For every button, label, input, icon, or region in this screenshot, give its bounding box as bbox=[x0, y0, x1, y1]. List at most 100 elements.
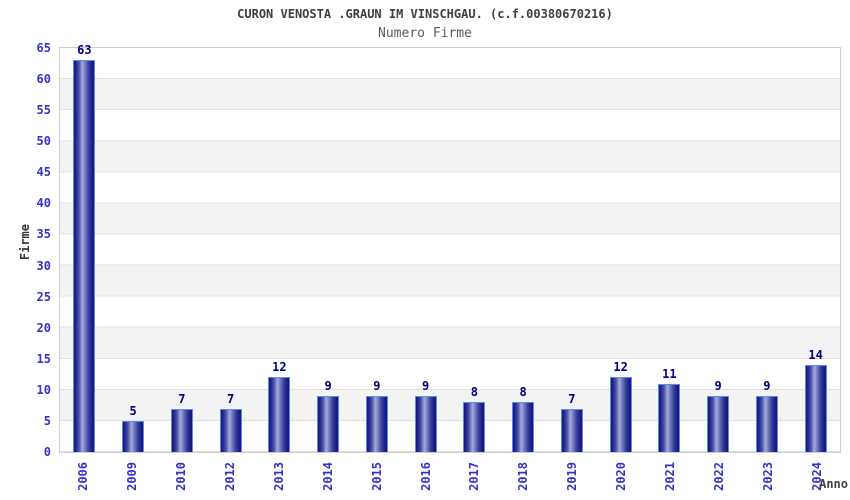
bar-slot: 9 bbox=[401, 48, 450, 452]
bar-slot: 5 bbox=[109, 48, 158, 452]
x-tick-slot: 2020 bbox=[597, 454, 646, 500]
bar bbox=[609, 377, 632, 452]
bar-slot: 63 bbox=[60, 44, 109, 452]
x-tick-slot: 2013 bbox=[255, 454, 304, 500]
chart-title: CURON VENOSTA .GRAUN IM VINSCHGAU. (c.f.… bbox=[237, 7, 613, 21]
bar-slot: 8 bbox=[499, 48, 548, 452]
y-tick-label: 15 bbox=[36, 351, 51, 366]
y-tick-label: 30 bbox=[36, 258, 51, 273]
bar-slot: 11 bbox=[645, 48, 694, 452]
bar bbox=[463, 402, 486, 452]
bar bbox=[122, 420, 145, 452]
x-tick-label: 2022 bbox=[711, 462, 726, 491]
bar bbox=[414, 396, 437, 452]
y-tick-label: 0 bbox=[43, 445, 51, 459]
bar-slot: 7 bbox=[158, 48, 207, 452]
y-tick-label: 25 bbox=[36, 289, 51, 304]
y-axis-tick-labels: 0 5 10 15 20 25 30 35 40 45 50 55 60 65 bbox=[0, 41, 51, 459]
x-tick-label: 2006 bbox=[76, 462, 91, 491]
x-tick-slot: 2016 bbox=[401, 454, 450, 500]
bar bbox=[658, 383, 681, 452]
y-tick-label: 50 bbox=[36, 134, 51, 149]
y-tick-label: 40 bbox=[36, 196, 51, 211]
x-tick-label: 2015 bbox=[369, 462, 384, 491]
bar-slot: 9 bbox=[353, 48, 402, 452]
bar-value-label: 63 bbox=[77, 43, 92, 58]
x-tick-slot: 2015 bbox=[352, 454, 401, 500]
bar-value-label: 9 bbox=[324, 379, 332, 394]
bar-slot: 12 bbox=[255, 48, 304, 452]
bar-value-label: 9 bbox=[714, 379, 722, 394]
x-tick-label: 2012 bbox=[223, 462, 238, 491]
y-tick-label: 20 bbox=[36, 320, 51, 335]
bar-value-label: 9 bbox=[373, 379, 381, 394]
x-tick-label: 2013 bbox=[271, 462, 286, 491]
bar-value-label: 9 bbox=[763, 379, 771, 394]
x-tick-slot: 2012 bbox=[206, 454, 255, 500]
y-tick-label: 5 bbox=[43, 413, 51, 428]
bar-slot: 8 bbox=[450, 48, 499, 452]
y-tick-label: 10 bbox=[36, 382, 51, 397]
bar-value-label: 12 bbox=[272, 360, 287, 375]
x-tick-slot: 2019 bbox=[548, 454, 597, 500]
x-tick-label: 2017 bbox=[467, 462, 482, 491]
bar-value-label: 8 bbox=[470, 385, 478, 400]
plot-area: 63 5 7 7 12 9 9 9 8 8 7 12 11 9 9 14 bbox=[59, 44, 841, 453]
bar bbox=[219, 408, 242, 452]
y-tick-label: 65 bbox=[36, 41, 51, 55]
x-tick-label: 2019 bbox=[565, 462, 580, 491]
bar-value-label: 12 bbox=[613, 360, 628, 375]
x-tick-slot: 2018 bbox=[499, 454, 548, 500]
y-tick-label: 60 bbox=[36, 72, 51, 87]
bar-value-label: 5 bbox=[129, 403, 137, 418]
bar bbox=[365, 396, 388, 452]
bar-value-label: 11 bbox=[662, 366, 677, 381]
x-tick-slot: 2023 bbox=[743, 454, 792, 500]
bar bbox=[804, 365, 827, 452]
bar bbox=[73, 60, 96, 452]
bar-slot: 7 bbox=[548, 48, 597, 452]
bar-value-label: 8 bbox=[519, 385, 527, 400]
x-tick-label: 2020 bbox=[614, 462, 629, 491]
x-tick-slot: 2014 bbox=[303, 454, 352, 500]
bar-slot: 9 bbox=[304, 48, 353, 452]
bar-slot: 12 bbox=[596, 48, 645, 452]
bar-value-label: 7 bbox=[568, 391, 576, 406]
bar bbox=[317, 396, 340, 452]
bars-container: 63 5 7 7 12 9 9 9 8 8 7 12 11 9 9 14 bbox=[60, 44, 840, 452]
x-tick-label: 2016 bbox=[418, 462, 433, 491]
x-tick-slot: 2021 bbox=[646, 454, 695, 500]
bar-slot: 7 bbox=[206, 48, 255, 452]
x-axis-title: Anno bbox=[819, 477, 848, 491]
y-tick-label: 55 bbox=[36, 103, 51, 118]
bar-slot: 9 bbox=[743, 48, 792, 452]
bar-value-label: 7 bbox=[178, 391, 186, 406]
bar bbox=[755, 396, 778, 452]
bar-value-label: 9 bbox=[422, 379, 430, 394]
x-tick-slot: 2006 bbox=[59, 454, 108, 500]
y-tick-label: 45 bbox=[36, 165, 51, 180]
x-tick-label: 2021 bbox=[662, 462, 677, 491]
x-tick-label: 2014 bbox=[320, 462, 335, 491]
bar-value-label: 14 bbox=[808, 348, 823, 362]
bar-value-label: 7 bbox=[227, 391, 235, 406]
bar bbox=[560, 408, 583, 452]
x-tick-slot: 2017 bbox=[450, 454, 499, 500]
x-tick-label: 2023 bbox=[760, 462, 775, 491]
y-tick-label: 35 bbox=[36, 227, 51, 242]
chart-subtitle: Numero Firme bbox=[378, 26, 472, 41]
bar bbox=[268, 377, 291, 452]
bar bbox=[170, 408, 193, 452]
x-tick-label: 2009 bbox=[125, 462, 140, 491]
x-tick-slot: 2022 bbox=[694, 454, 743, 500]
x-tick-slot: 2010 bbox=[157, 454, 206, 500]
x-tick-slot: 2009 bbox=[108, 454, 157, 500]
bar-slot: 9 bbox=[694, 48, 743, 452]
bar bbox=[707, 396, 730, 452]
bar-slot: 14 bbox=[791, 48, 840, 452]
x-tick-label: 2018 bbox=[516, 462, 531, 491]
bar bbox=[512, 402, 535, 452]
x-tick-label: 2010 bbox=[174, 462, 189, 491]
x-axis-tick-labels: 2006 2009 2010 2012 2013 2014 2015 2016 2017 2018… bbox=[59, 454, 841, 500]
